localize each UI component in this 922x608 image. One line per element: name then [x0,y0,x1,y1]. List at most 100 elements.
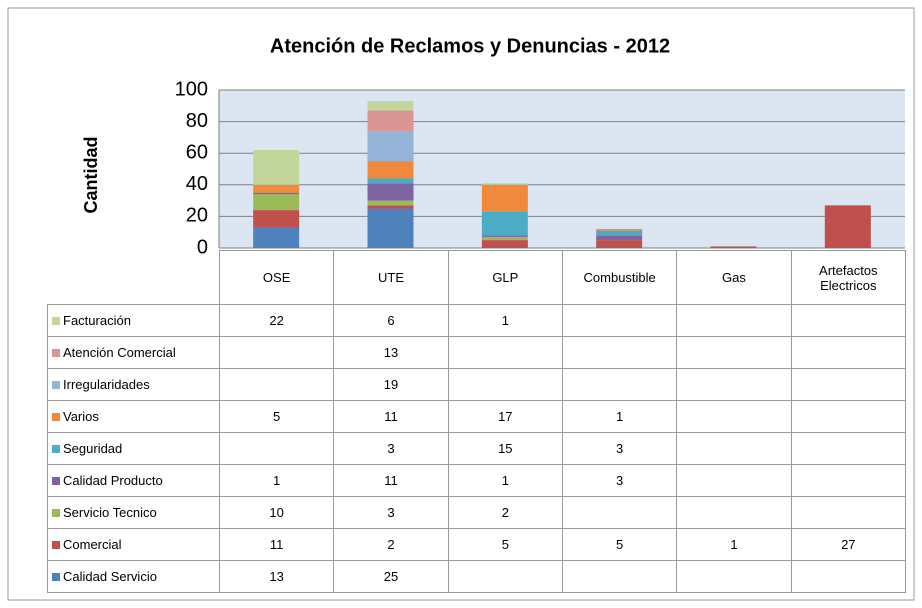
y-axis-label: Cantidad [81,136,101,213]
legend-label: Varios [63,409,99,424]
bar-segment [253,192,300,195]
table-value: 13 [333,336,449,369]
legend-cell: Comercial [47,528,220,561]
bar-segment [481,211,528,236]
table-value: 1 [676,528,792,561]
y-tick-label: 0 [197,236,208,258]
bar-segment [596,230,643,236]
empty-cell [790,496,906,529]
table-value: 22 [218,304,335,337]
bar-segment [596,235,643,241]
bar-segment [367,183,414,201]
bar-segment [367,200,414,206]
table-value: 27 [790,528,906,561]
empty-cell [790,464,906,497]
bar-segment [253,184,300,193]
empty-cell [561,304,678,337]
table-value: 19 [333,368,449,401]
empty-cell [676,432,792,465]
bar-segment [481,184,528,212]
table-row: Calidad Producto 1 11 1 3 [47,464,906,497]
legend-label: Servicio Tecnico [63,505,157,520]
table-row: Servicio Tecnico 10 3 2 [47,496,906,529]
table-value: 11 [333,464,449,497]
y-tick-label: 80 [186,110,208,132]
legend-swatch [52,381,60,389]
legend-label: Calidad Producto [63,473,163,488]
empty-cell [790,560,906,593]
legend-label: Facturación [63,313,131,328]
empty-cell [676,304,792,337]
empty-cell [561,368,678,401]
table-row: Irregularidades 19 [47,368,906,401]
table-value: 17 [447,400,563,433]
legend-swatch [52,349,60,357]
empty-cell [676,336,792,369]
empty-cell [676,368,792,401]
x-tick-label: GLP [447,250,563,305]
header-row: OSE UTE GLP Combustible Gas Artefactos Electr… [48,250,906,305]
x-tick-label: OSE [218,250,335,305]
empty-cell [561,496,678,529]
table-row: Varios 5 11 17 1 [47,400,906,433]
table-value: 2 [447,496,563,529]
x-tick-label: Artefactos Electricos [790,250,906,305]
bar-segment [481,235,528,237]
legend-label: Calidad Servicio [63,569,157,584]
y-tick-label: 40 [186,173,208,195]
bar-segment [367,208,414,248]
legend-swatch [52,477,60,485]
legend-swatch [52,573,60,581]
table-value: 5 [218,400,335,433]
bar-segment [253,150,300,185]
bar-segment [481,240,528,248]
empty-cell [561,560,678,593]
table-value: 3 [333,496,449,529]
table-value: 3 [561,464,678,497]
x-tick-label: UTE [333,250,449,305]
table-value: 1 [447,464,563,497]
table-value: 1 [561,400,678,433]
empty-cell [447,336,563,369]
empty-cell [790,432,906,465]
bar-segment [710,246,757,248]
empty-cell [218,336,335,369]
bar-segment [596,229,643,231]
table-row: Calidad Servicio 13 25 [47,560,906,593]
legend-cell: Facturación [47,304,220,337]
empty-cell [676,464,792,497]
table-value: 25 [333,560,449,593]
table-row: Atención Comercial 13 [47,336,906,369]
empty-cell [790,336,906,369]
table-row: Seguridad 3 15 3 [47,432,906,465]
x-tick-label: Gas [676,250,792,305]
y-tick-label: 20 [186,205,208,227]
plot-area [219,90,905,248]
table-value: 2 [333,528,449,561]
chart-title: Atención de Reclamos y Denuncias - 2012 [270,35,670,57]
table-value: 1 [218,464,335,497]
y-tick-label: 100 [175,78,208,100]
table-value: 5 [447,528,563,561]
table-value: 6 [333,304,449,337]
table-row: Comercial 11 2 5 5 1 27 [47,528,906,561]
legend-cell: Calidad Servicio [47,560,220,593]
empty-cell [447,368,563,401]
legend-cell: Calidad Producto [47,464,220,497]
legend-cell: Irregularidades [47,368,220,401]
bar-segment [367,178,414,184]
legend-swatch [52,413,60,421]
legend-label: Irregularidades [63,377,150,392]
bar-segment [367,101,414,111]
y-tick-label: 60 [186,141,208,163]
empty-cell [790,368,906,401]
bar-segment [596,240,643,248]
table-value: 5 [561,528,678,561]
bar-segment [481,236,528,241]
bar-segment [367,110,414,132]
table-value: 13 [218,560,335,593]
empty-cell [218,368,335,401]
bar-segment [367,205,414,209]
blank-cell [48,251,220,305]
